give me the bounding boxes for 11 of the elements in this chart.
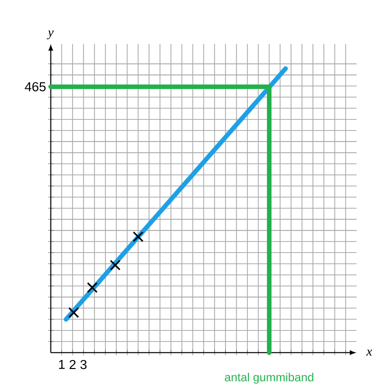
x-tick-label: 2	[70, 360, 76, 370]
point	[86, 282, 98, 293]
point	[68, 307, 80, 318]
y-axis-title: y	[46, 30, 54, 40]
x-axis-title: x	[366, 350, 372, 356]
annotation: 465	[24, 82, 46, 92]
point	[132, 231, 144, 242]
x-tick-label: 3	[80, 360, 87, 370]
annotation: antal gummiband	[224, 372, 314, 384]
point	[110, 260, 121, 270]
x-tick-label: 1	[59, 360, 65, 369]
